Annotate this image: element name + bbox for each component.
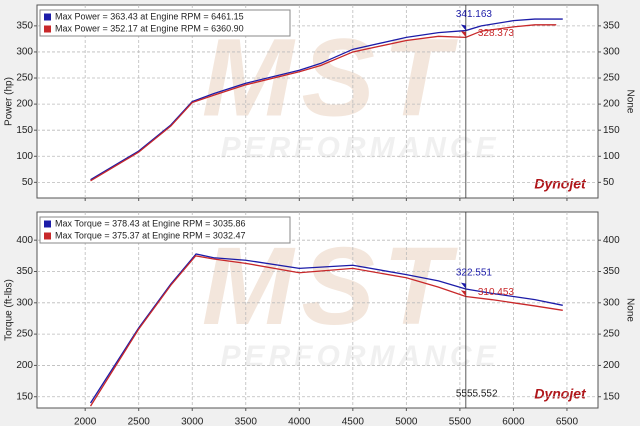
legend: Max Power = 363.43 at Engine RPM = 6461.… [39,9,291,37]
plot-area [36,4,599,199]
watermark-sub: PERFORMANCE [220,131,499,164]
cursor-marker [460,290,466,297]
x-tick-label: 2500 [128,417,151,426]
y2-tick-label: 150 [603,125,620,136]
y2-tick-label: 150 [603,391,620,402]
y-axis-label: Power (hp) [4,77,15,126]
y-tick-label: 200 [16,99,33,110]
legend-swatch [44,25,51,33]
x-tick-label: 4000 [288,417,311,426]
watermark: MST [202,225,458,348]
series-line [89,255,563,407]
legend-label: Max Power = 352.17 at Engine RPM = 6360.… [55,23,244,33]
legend-label: Max Torque = 375.37 at Engine RPM = 3032… [55,230,245,240]
y-tick-label: 200 [16,360,33,371]
y2-tick-label: 250 [603,329,620,340]
y-tick-label: 350 [16,266,33,277]
y-tick-label: 100 [16,151,33,162]
legend-box [39,9,291,37]
y2-axis-label: None [624,90,635,114]
series-line [89,253,563,404]
x-tick-label: 3000 [181,417,204,426]
y2-tick-label: 350 [603,21,620,32]
x-tick-label: 2000 [74,417,97,426]
y2-tick-label: 200 [603,99,620,110]
legend-label: Max Power = 363.43 at Engine RPM = 6461.… [55,11,244,21]
y-tick-label: 150 [16,391,33,402]
cursor-marker [460,24,466,31]
y-tick-label: 50 [22,177,34,188]
plot-area [36,211,599,409]
y2-tick-label: 350 [603,266,620,277]
legend-box [39,216,291,244]
cursor-value: 322.551 [456,267,493,278]
series-line [90,18,563,181]
x-tick-label: 5500 [449,417,472,426]
legend-label: Max Torque = 378.43 at Engine RPM = 3035… [55,218,245,228]
series-line [90,24,557,182]
y2-axis-label: None [624,298,635,322]
cursor-value: 310.453 [478,287,515,298]
y-tick-label: 400 [16,235,33,246]
legend: Max Torque = 378.43 at Engine RPM = 3035… [39,216,291,244]
y-tick-label: 250 [16,73,33,84]
y2-tick-label: 250 [603,73,620,84]
cursor-x-label: 5555.552 [456,389,498,400]
legend-swatch [44,232,51,240]
y-tick-label: 350 [16,21,33,32]
cursor-marker [460,31,466,38]
logo: Dynojet [534,386,587,402]
y2-tick-label: 300 [603,297,620,308]
logo: Dynojet [534,176,587,192]
y-tick-label: 300 [16,297,33,308]
cursor-marker [460,282,466,289]
x-tick-label: 4500 [342,417,365,426]
x-tick-label: 6500 [556,417,579,426]
y-tick-label: 300 [16,47,33,58]
y2-tick-label: 300 [603,47,620,58]
y-tick-label: 150 [16,125,33,136]
x-tick-label: 3500 [235,417,258,426]
x-tick-label: 6000 [502,417,525,426]
y2-tick-label: 400 [603,235,620,246]
y-tick-label: 250 [16,329,33,340]
y2-tick-label: 50 [603,177,615,188]
x-tick-label: 5000 [395,417,418,426]
cursor-value: 341.163 [456,9,493,20]
watermark-sub: PERFORMANCE [220,340,499,373]
legend-swatch [44,13,51,21]
y2-tick-label: 200 [603,360,620,371]
y-axis-label: Torque (ft-lbs) [4,279,15,341]
legend-swatch [44,220,51,228]
y2-tick-label: 100 [603,151,620,162]
cursor-value: 328.373 [478,28,515,39]
